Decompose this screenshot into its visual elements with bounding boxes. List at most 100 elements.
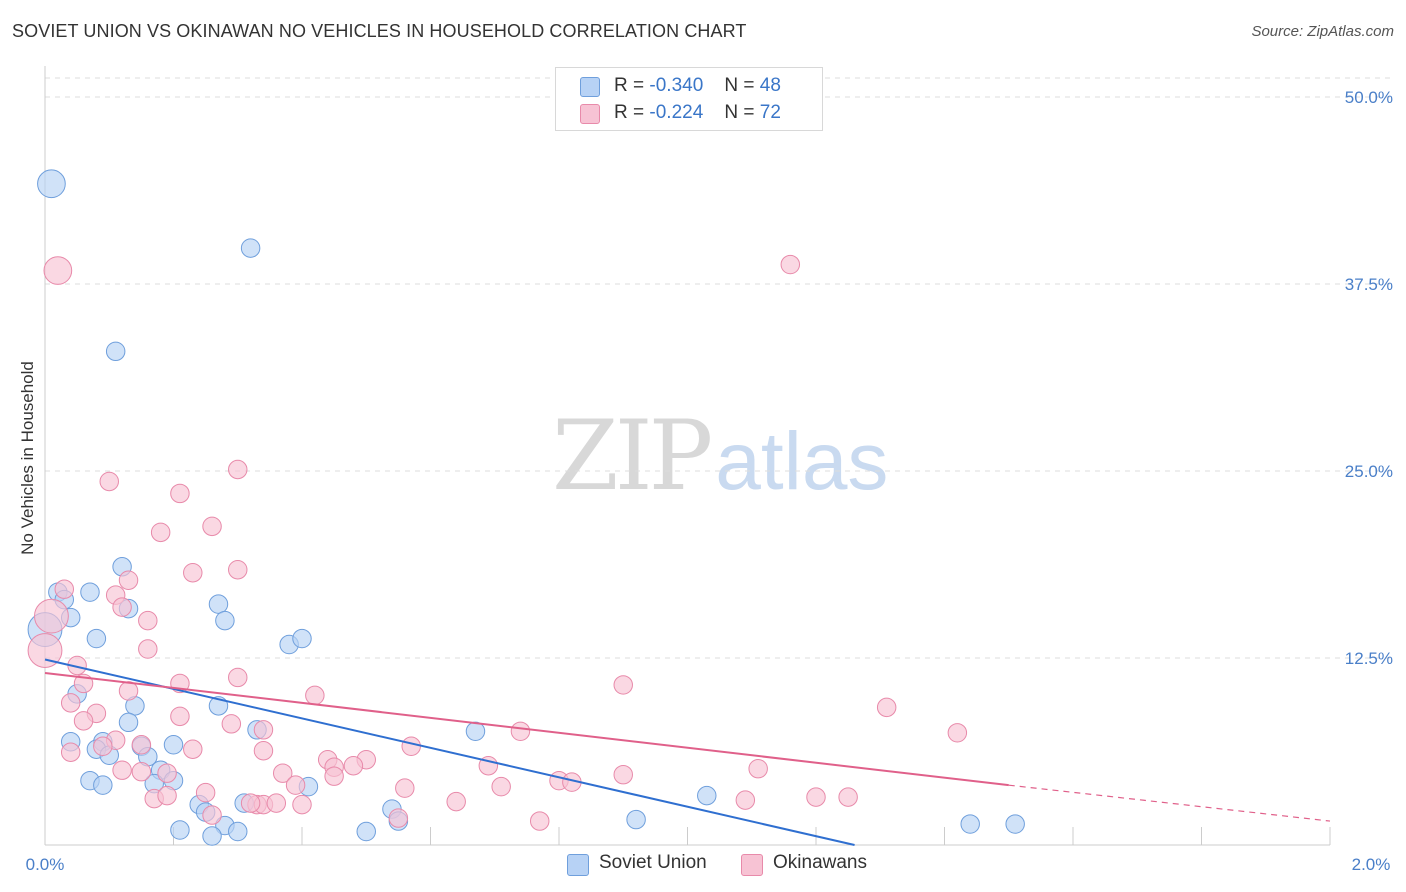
okinawan-point xyxy=(272,763,293,783)
bottom-legend-label-soviet-union: Soviet Union xyxy=(599,852,707,873)
y-tick-label: 12.5% xyxy=(1345,649,1393,668)
soviet-union-point xyxy=(960,814,980,834)
soviet-union-point xyxy=(215,610,235,631)
okinawan-point xyxy=(99,471,119,492)
okinawan-point xyxy=(93,736,113,756)
okinawan-point xyxy=(292,794,312,815)
bottom-legend-swatch-okinawans xyxy=(741,854,763,876)
soviet-union-point xyxy=(240,238,261,258)
soviet-union-point xyxy=(118,712,139,733)
okinawan-point xyxy=(806,787,826,807)
okinawan-point xyxy=(253,741,274,761)
legend-text-soviet-union: R = -0.340 N = 48 xyxy=(614,75,781,97)
soviet-union-point xyxy=(1005,814,1025,834)
bottom-legend-label-okinawans: Okinawans xyxy=(773,852,867,873)
okinawan-point xyxy=(112,760,132,780)
legend-r-value: -0.224 xyxy=(649,102,704,123)
okinawan-point xyxy=(780,254,801,275)
okinawan-point xyxy=(947,723,968,743)
okinawan-point xyxy=(510,721,531,742)
okinawan-point xyxy=(27,633,63,668)
okinawan-point xyxy=(478,755,499,776)
soviet-union-point xyxy=(80,582,100,602)
okinawan-point xyxy=(748,758,768,779)
x-tick-label: 0.0% xyxy=(26,855,65,874)
okinawan-point xyxy=(228,459,248,480)
okinawan-point xyxy=(735,790,756,810)
okinawan-point xyxy=(157,785,177,806)
okinawan-point xyxy=(183,562,203,583)
correlation-legend: R = -0.340 N = 48 R = -0.224 N = 72 xyxy=(555,67,823,131)
okinawan-point xyxy=(202,805,222,825)
okinawan-point xyxy=(491,776,511,797)
soviet-union-point xyxy=(163,735,184,755)
okinawan-point xyxy=(324,766,344,786)
okinawan-point xyxy=(305,685,325,706)
legend-n-value: 48 xyxy=(759,75,781,96)
okinawan-point xyxy=(118,681,139,701)
legend-swatch-soviet-union xyxy=(580,77,600,97)
soviet-union-point xyxy=(202,826,222,846)
y-tick-label: 37.5% xyxy=(1345,275,1393,294)
okinawan-point xyxy=(395,778,415,798)
okinawan-point xyxy=(118,570,139,590)
okinawan-point xyxy=(60,693,81,713)
okinawan-point xyxy=(138,639,158,659)
soviet-union-point xyxy=(228,821,248,842)
okinawan-point xyxy=(221,714,242,734)
okinawan-point xyxy=(138,610,158,631)
legend-n-label: N = xyxy=(724,75,755,96)
okinawan-point xyxy=(157,763,177,783)
soviet-union-point xyxy=(37,169,66,199)
okinawan-point xyxy=(195,782,216,803)
soviet-union-point xyxy=(93,775,113,795)
okinawan-point xyxy=(150,522,171,543)
okinawan-point xyxy=(228,560,248,580)
soviet-union-point xyxy=(356,821,376,842)
y-tick-label: 25.0% xyxy=(1345,462,1393,481)
soviet-union-point xyxy=(86,628,107,649)
okinawan-point xyxy=(613,675,633,695)
okinawan-point xyxy=(240,793,261,813)
legend-r-value: -0.340 xyxy=(649,75,704,96)
okinawan-point xyxy=(183,739,203,759)
bottom-legend-swatch-soviet-union xyxy=(567,854,589,876)
okinawan-point xyxy=(401,736,421,756)
soviet-union-point xyxy=(105,341,126,362)
okinawan-trend-line xyxy=(44,671,1009,787)
okinawan-point xyxy=(253,720,274,740)
legend-swatch-okinawans xyxy=(580,104,600,124)
okinawan-point xyxy=(43,256,73,285)
watermark-atlas: atlas xyxy=(715,416,889,507)
okinawan-point xyxy=(34,598,69,634)
y-tick-label: 50.0% xyxy=(1345,88,1393,107)
okinawan-point xyxy=(838,787,858,807)
legend-n-value: 72 xyxy=(759,102,781,123)
okinawan-point xyxy=(112,597,132,617)
soviet-union-point xyxy=(208,594,229,614)
okinawan-point xyxy=(228,667,248,688)
soviet-union-point xyxy=(626,809,646,830)
okinawan-point xyxy=(202,516,222,537)
soviet-union-point xyxy=(697,785,717,806)
okinawan-point xyxy=(170,706,190,727)
okinawan-point xyxy=(529,811,550,831)
okinawan-point xyxy=(285,775,306,795)
okinawan-point xyxy=(131,761,152,782)
okinawan-point xyxy=(73,711,94,731)
okinawan-point xyxy=(613,764,633,785)
legend-r-label: R = xyxy=(614,102,645,123)
okinawan-point xyxy=(446,791,466,812)
okinawan-point xyxy=(54,579,75,599)
chart-title: SOVIET UNION VS OKINAWAN NO VEHICLES IN … xyxy=(12,21,747,41)
legend-r-label: R = xyxy=(614,75,645,96)
okinawan-point xyxy=(131,735,152,755)
legend-n-label: N = xyxy=(724,102,755,123)
watermark-zip: ZIP xyxy=(552,400,713,512)
legend-text-okinawans: R = -0.224 N = 72 xyxy=(614,102,781,124)
okinawan-point xyxy=(60,742,81,762)
source-label: Source: ZipAtlas.com xyxy=(1251,23,1394,40)
soviet-union-trend-line xyxy=(44,658,855,846)
soviet-union-point xyxy=(292,628,312,649)
